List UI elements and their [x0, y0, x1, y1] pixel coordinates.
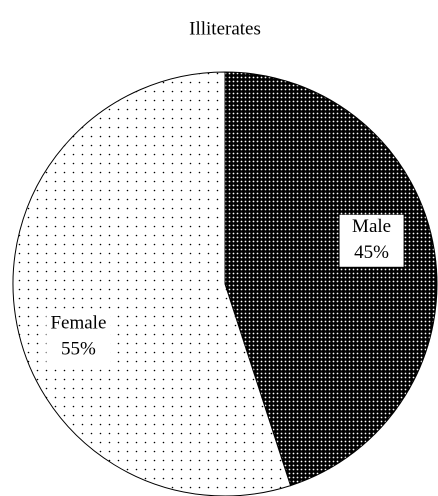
slice-label: Male [352, 216, 391, 237]
slice-label: Female [50, 313, 106, 334]
pie-slice [12, 71, 292, 496]
label-bg [46, 311, 111, 364]
slice-value-label: 55% [61, 339, 96, 360]
slice-value-label: 45% [354, 242, 389, 263]
chart-title: Illiterates [189, 18, 261, 39]
pie-slice [224, 71, 438, 487]
label-bg [339, 214, 404, 267]
